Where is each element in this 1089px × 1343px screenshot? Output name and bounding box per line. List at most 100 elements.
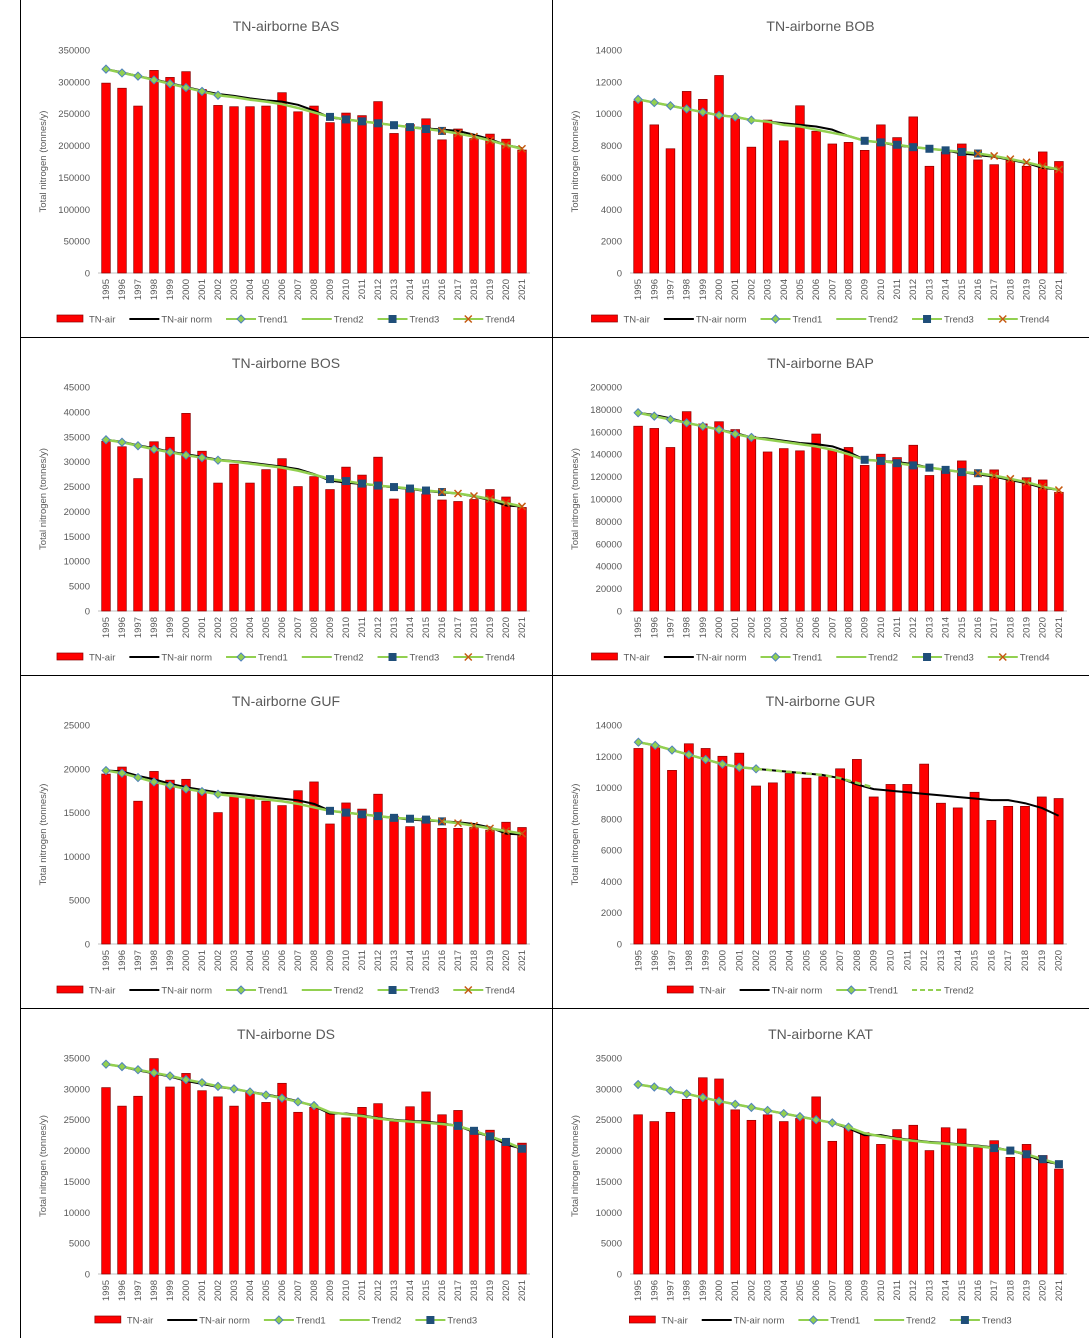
bar	[389, 1121, 399, 1275]
y-tick-label: 20000	[596, 584, 622, 595]
marker-x	[1054, 486, 1063, 495]
x-tick-label: 1996	[117, 1280, 128, 1301]
bar	[373, 1103, 383, 1275]
bar	[957, 1128, 967, 1275]
legend-label: Trend4	[485, 315, 515, 326]
bar	[827, 143, 838, 274]
marker-diamond	[181, 450, 191, 460]
bar	[213, 482, 223, 612]
trend-line	[977, 152, 1060, 171]
y-axis-label: Total nitrogen (tonnes/y)	[570, 1115, 581, 1217]
x-tick-label: 2014	[405, 950, 416, 971]
x-tick-label: 2001	[197, 279, 208, 300]
bar	[952, 807, 963, 945]
bar	[501, 138, 511, 274]
bar	[714, 1078, 724, 1275]
bar	[469, 827, 479, 945]
marker-diamond	[770, 314, 781, 324]
x-tick-label: 1996	[649, 279, 660, 300]
y-tick-label: 14000	[596, 721, 622, 732]
x-tick-label: 2017	[453, 1280, 464, 1301]
x-tick-label: 2005	[801, 950, 812, 971]
marker-diamond	[101, 64, 111, 74]
x-tick-label: 2005	[261, 1280, 272, 1301]
y-tick-label: 30000	[64, 457, 90, 468]
legend-label: Trend1	[830, 1316, 860, 1327]
x-tick-label: 2006	[811, 1280, 822, 1301]
bar	[667, 770, 677, 945]
marker-square	[374, 119, 382, 128]
legend-label: Trend1	[258, 986, 288, 997]
x-tick-label: 2002	[746, 617, 757, 638]
marker-diamond	[149, 75, 159, 85]
trend-line	[441, 820, 523, 835]
bar	[762, 1114, 773, 1275]
marker-x	[1006, 155, 1015, 164]
bar	[229, 106, 239, 274]
bar	[453, 828, 463, 945]
x-tick-label: 2003	[229, 950, 240, 971]
bar	[373, 101, 383, 274]
legend-item: Trend1	[760, 652, 822, 664]
trend-line	[848, 1125, 995, 1150]
x-tick-label: 1999	[698, 617, 709, 638]
bar	[405, 1106, 415, 1275]
marker-x	[998, 314, 1007, 324]
marker-x	[1038, 482, 1047, 491]
marker-x	[1038, 162, 1047, 171]
marker-diamond	[808, 1315, 819, 1325]
x-tick-label: 2005	[795, 1280, 806, 1301]
x-tick-label: 2018	[1005, 1280, 1016, 1301]
marker-diamond	[698, 107, 708, 117]
bar	[133, 478, 143, 612]
marker-x	[437, 126, 447, 135]
y-tick-label: 5000	[69, 1239, 90, 1250]
bar	[698, 1077, 708, 1275]
x-tick-label: 2015	[421, 617, 432, 638]
bar	[989, 469, 999, 612]
marker-x	[469, 132, 479, 141]
x-tick-label: 2007	[827, 1280, 838, 1301]
marker-square	[923, 653, 932, 661]
legend-item: Trend3	[949, 1316, 1012, 1327]
legend-label: TN-air norm	[734, 1316, 785, 1327]
marker-x	[1022, 158, 1031, 167]
marker-diamond	[730, 429, 740, 439]
marker-diamond	[779, 1108, 789, 1119]
chart-title: TN-airborne BAP	[767, 355, 874, 371]
x-tick-label: 2019	[485, 617, 496, 638]
bar	[293, 1111, 303, 1275]
x-tick-label: 2013	[924, 279, 935, 300]
legend-label: Trend2	[906, 1316, 936, 1327]
y-tick-label: 80000	[596, 517, 622, 528]
x-tick-label: 2000	[714, 1280, 725, 1301]
bar	[868, 796, 879, 945]
marker-diamond	[795, 1111, 805, 1122]
marker-square	[342, 808, 350, 817]
bar	[811, 130, 821, 274]
bar	[133, 105, 143, 274]
x-tick-label: 2018	[469, 1280, 480, 1301]
marker-x	[973, 149, 983, 158]
legend-label: TN-air	[623, 315, 649, 326]
bar	[405, 124, 415, 274]
bar	[197, 89, 207, 274]
x-tick-label: 2017	[453, 950, 464, 971]
marker-square	[925, 144, 934, 153]
x-tick-label: 2009	[325, 279, 336, 300]
x-tick-label: 2001	[730, 1280, 741, 1301]
marker-diamond	[698, 421, 708, 431]
legend-label: Trend1	[793, 315, 823, 326]
y-tick-label: 35000	[64, 1054, 90, 1065]
legend-item: Trend3	[377, 653, 439, 664]
x-tick-label: 1995	[633, 617, 644, 638]
x-tick-label: 2000	[181, 279, 192, 300]
marker-square	[502, 1137, 510, 1146]
x-tick-label: 2001	[197, 1280, 208, 1301]
x-tick-label: 2009	[860, 279, 871, 300]
x-tick-label: 2014	[405, 279, 416, 300]
bar	[924, 1150, 935, 1275]
legend-label: Trend2	[868, 653, 898, 664]
x-tick-label: 2003	[763, 1280, 774, 1301]
x-tick-label: 1998	[149, 950, 160, 971]
